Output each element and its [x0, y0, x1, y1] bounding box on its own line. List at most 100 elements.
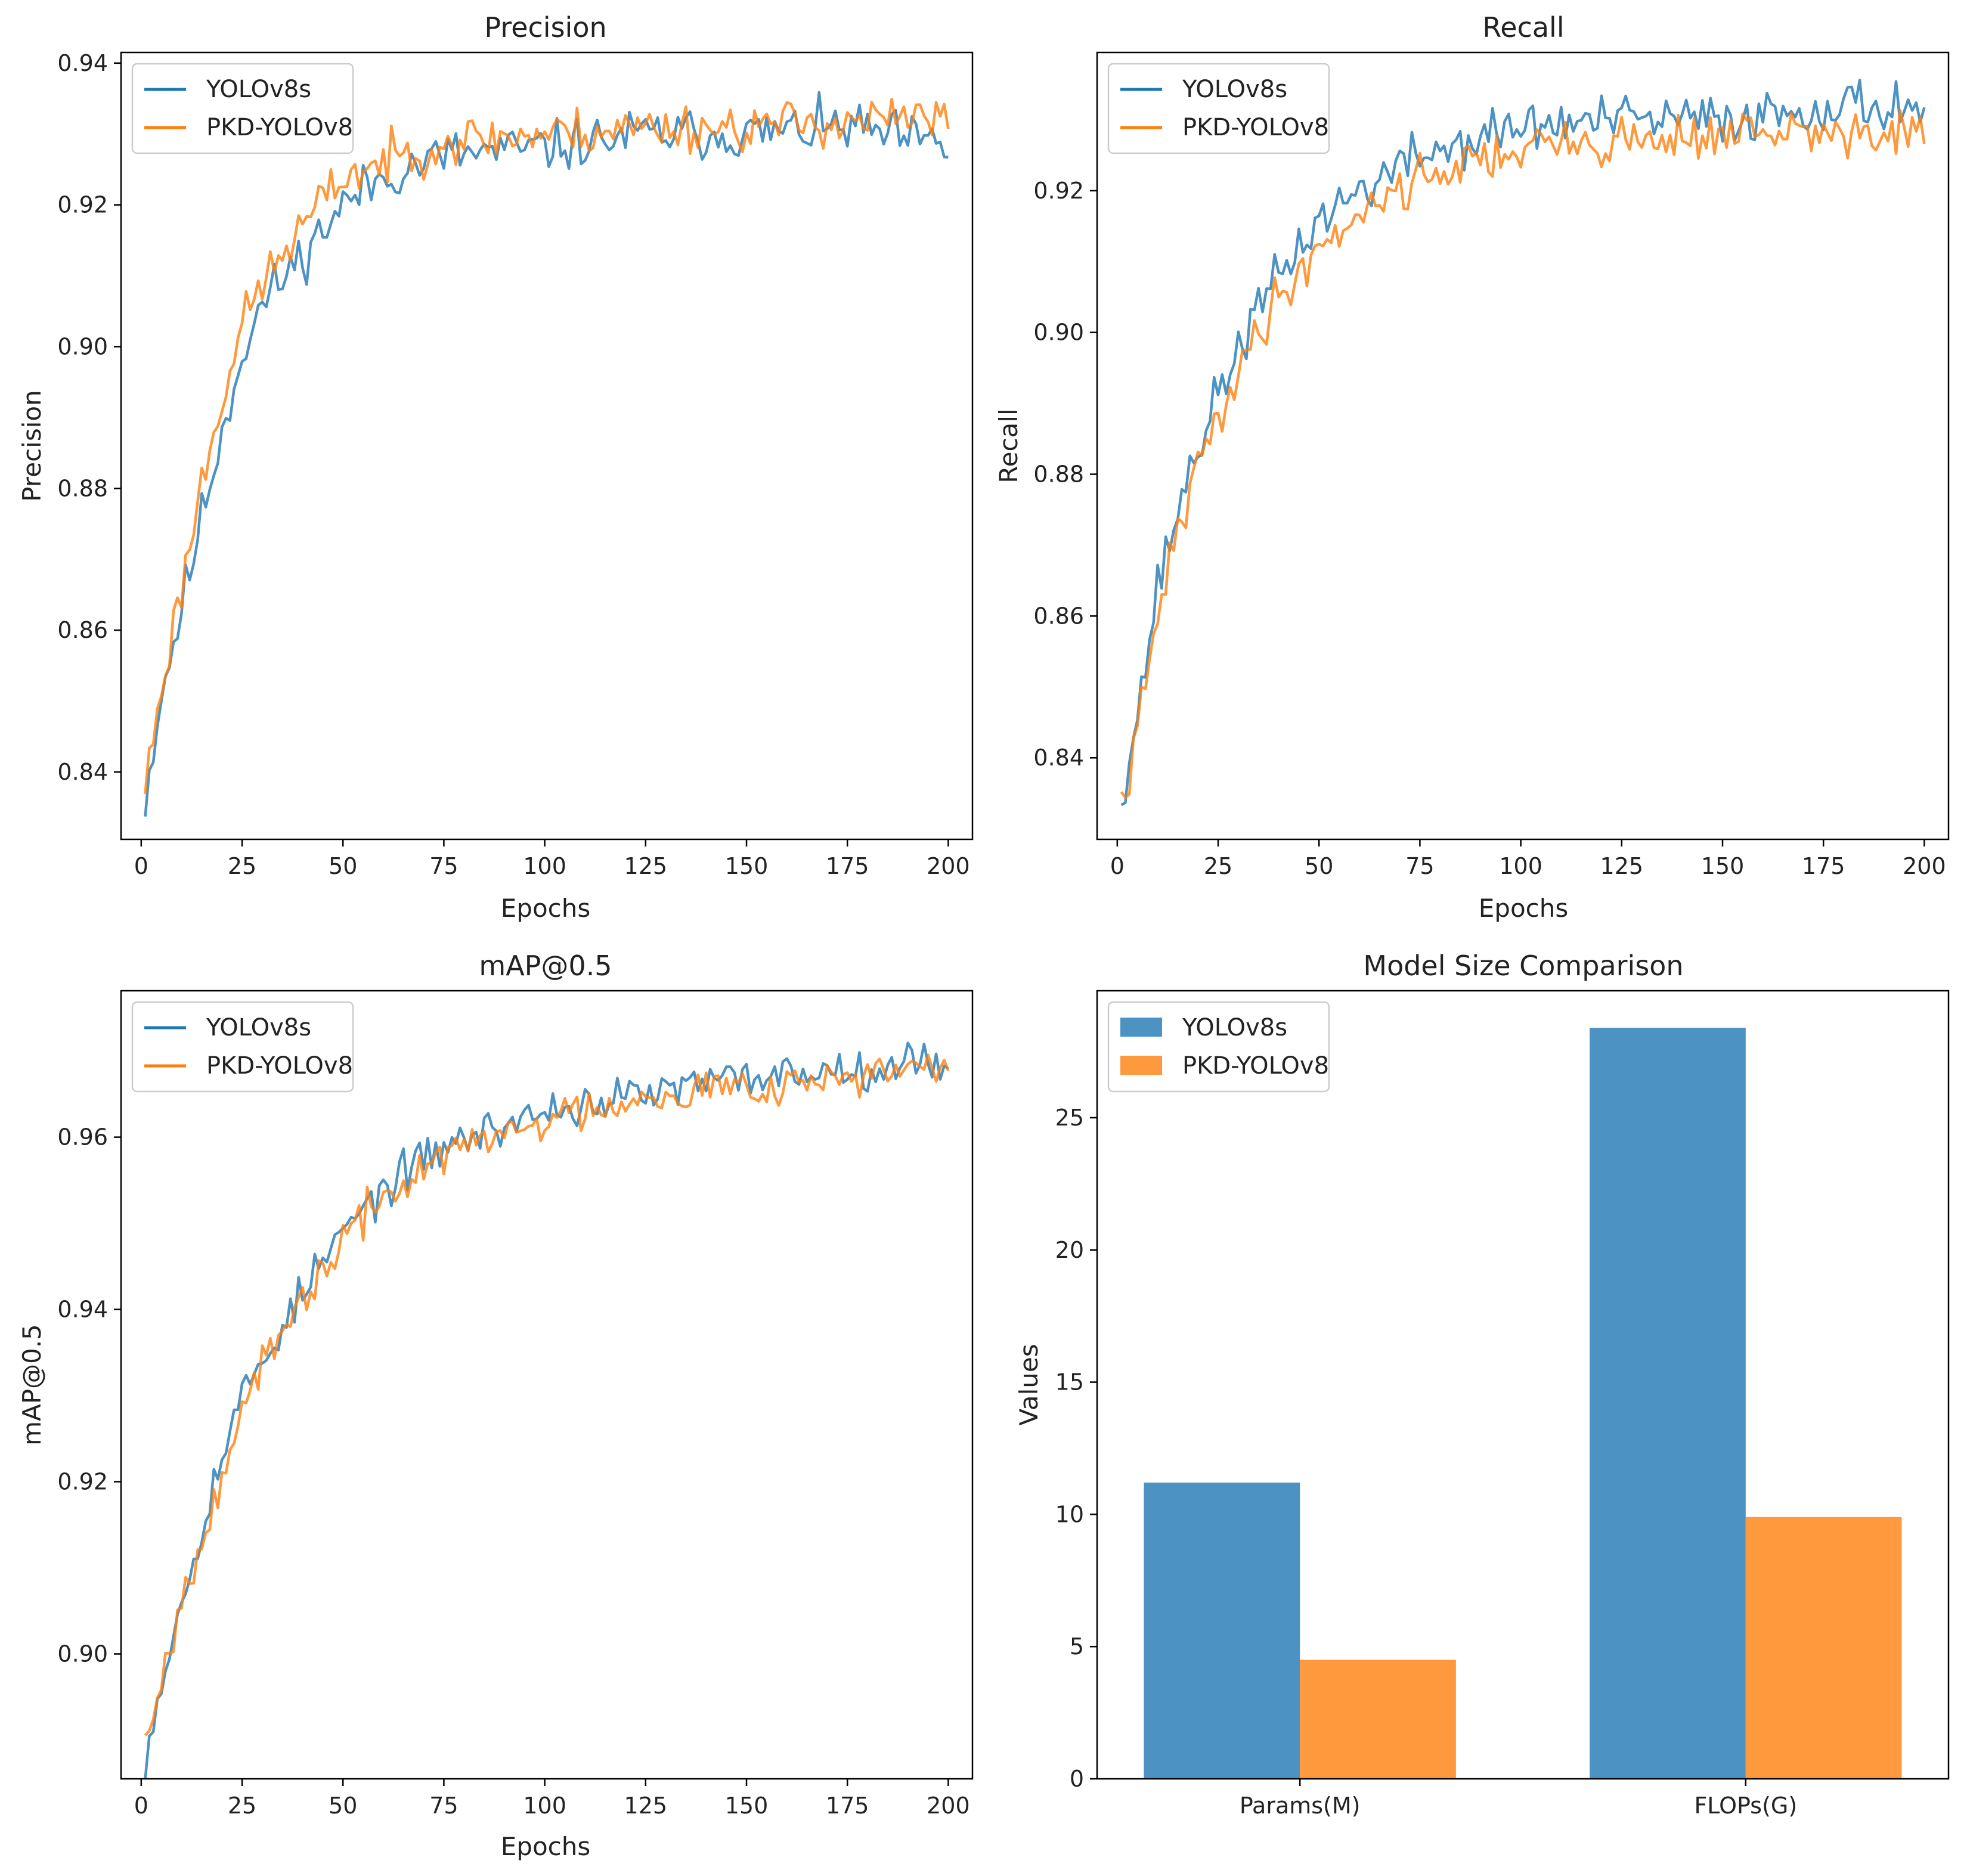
y-axis-label: Recall	[994, 408, 1023, 483]
y-tick-label: 0.84	[57, 759, 108, 785]
x-axis-label: Epochs	[501, 1832, 591, 1861]
x-tick-label: 100	[523, 853, 566, 879]
precision-chart: Precision 0 25 50 75 100 125 150 175 200 0.84 0.86…	[17, 11, 974, 923]
y-tick-label: 0.96	[57, 1124, 108, 1151]
x-tick-label: 150	[725, 853, 769, 879]
x-axis-label: Epochs	[1479, 894, 1569, 923]
y-tick-label: 15	[1055, 1369, 1084, 1396]
x-tick-label: 125	[624, 853, 668, 879]
legend-label-pkd-yolov8: PKD-YOLOv8	[1182, 114, 1329, 141]
x-tick-label: 0	[1110, 853, 1125, 879]
y-tick-label: 0.88	[57, 475, 108, 501]
x-tick-label: 200	[927, 853, 970, 879]
x-tick-label: 200	[927, 1793, 970, 1819]
x-tick-label: 150	[725, 1793, 769, 1819]
bar-pkd-yolov8-flops-g-	[1745, 1517, 1902, 1779]
y-tick-label: 0.94	[57, 50, 108, 76]
y-tick-label: 0.92	[1033, 178, 1084, 204]
series-line-pkd-yolov8	[1120, 108, 1926, 799]
legend-frame	[131, 1001, 354, 1093]
y-tick-label: 0	[1070, 1766, 1084, 1792]
series-line-pkd-yolov8	[144, 1053, 950, 1737]
y-tick-label: 5	[1070, 1633, 1084, 1660]
y-tick-label: 0.88	[1033, 461, 1084, 488]
x-tick-label: 125	[1600, 853, 1644, 879]
y-axis-label: mAP@0.5	[17, 1324, 47, 1446]
x-tick-label: 150	[1701, 853, 1745, 879]
x-tick-label: 25	[228, 1793, 256, 1819]
bar-yolov8s-params-m-	[1144, 1483, 1300, 1779]
y-tick-label: 0.90	[1033, 320, 1084, 346]
plot-area	[144, 91, 950, 817]
legend: YOLOv8s PKD-YOLOv8	[131, 1001, 354, 1093]
y-tick-label: 0.90	[57, 334, 108, 360]
x-tick-label: 50	[1305, 853, 1333, 879]
plot-area	[1144, 1028, 1902, 1779]
legend-label-pkd-yolov8: PKD-YOLOv8	[206, 114, 353, 141]
plot-area	[144, 1041, 950, 1779]
x-tick-label: 200	[1903, 853, 1946, 879]
y-tick-label: 0.92	[57, 1469, 108, 1495]
x-tick-label: 125	[624, 1793, 668, 1819]
chart-title: mAP@0.5	[479, 950, 612, 982]
x-tick-label: 75	[429, 1793, 458, 1819]
legend-label-pkd-yolov8: PKD-YOLOv8	[206, 1052, 353, 1080]
axis-ticks: 0 25 50 75 100 125 150 175 200 0.84 0.86 0.88 0.90 0.…	[57, 50, 969, 879]
y-axis-label: Values	[1014, 1344, 1043, 1425]
x-tick-label: 175	[826, 853, 869, 879]
x-tick-label: FLOPs(G)	[1694, 1793, 1797, 1819]
x-tick-label: 75	[1405, 853, 1434, 879]
legend-label-pkd-yolov8: PKD-YOLOv8	[1182, 1052, 1329, 1080]
series-line-yolov8s	[1120, 79, 1926, 807]
y-tick-label: 20	[1055, 1237, 1084, 1263]
recall-chart: Recall 0 25 50 75 100 125 150 175 200 0.84 0.86 0.8…	[994, 11, 1950, 923]
legend: YOLOv8s PKD-YOLOv8	[131, 63, 354, 154]
x-tick-label: 100	[1499, 853, 1542, 879]
axis-ticks: 0 25 50 75 100 125 150 175 200 0.84 0.86 0.88 0.90 0.…	[1033, 178, 1946, 879]
x-tick-label: 25	[228, 853, 256, 879]
x-tick-label: 0	[134, 1793, 148, 1819]
series-line-pkd-yolov8	[144, 98, 950, 794]
plot-frame	[120, 51, 974, 841]
legend-label-yolov8s: YOLOv8s	[206, 76, 311, 103]
bar-pkd-yolov8-params-m-	[1300, 1660, 1456, 1779]
x-tick-label: 175	[1802, 853, 1845, 879]
x-tick-label: 100	[523, 1793, 566, 1819]
plot-area	[1120, 79, 1926, 807]
legend-frame	[1107, 63, 1330, 154]
x-tick-label: 50	[329, 1793, 357, 1819]
x-tick-label: 0	[134, 853, 148, 879]
y-tick-label: 0.86	[57, 617, 108, 643]
legend-label-yolov8s: YOLOv8s	[1182, 1014, 1287, 1041]
y-tick-label: 0.94	[57, 1297, 108, 1323]
bar-yolov8s-flops-g-	[1590, 1028, 1746, 1779]
model-size-chart: Model Size Comparison Params(M) FLOPs(G) 0…	[1014, 950, 1950, 1819]
chart-title: Recall	[1482, 11, 1564, 44]
legend-swatch-pkd-yolov8	[1120, 1056, 1162, 1075]
legend-label-yolov8s: YOLOv8s	[1182, 76, 1287, 103]
y-tick-label: 0.86	[1033, 603, 1084, 629]
x-tick-label: 50	[329, 853, 357, 879]
x-tick-label: 75	[429, 853, 458, 879]
y-tick-label: 25	[1055, 1105, 1084, 1131]
y-tick-label: 10	[1055, 1501, 1084, 1527]
plot-frame	[1096, 51, 1950, 841]
legend-label-yolov8s: YOLOv8s	[206, 1014, 311, 1041]
legend-frame	[1107, 1001, 1330, 1093]
legend-swatch-yolov8s	[1120, 1018, 1162, 1037]
map50-chart: mAP@0.5 0 25 50 75 100 125 150 175 200 0.90 0.92 0.…	[17, 950, 974, 1861]
x-tick-label: 175	[826, 1793, 869, 1819]
y-tick-label: 0.92	[57, 192, 108, 218]
series-line-yolov8s	[144, 1041, 949, 1779]
legend: YOLOv8s PKD-YOLOv8	[1107, 1001, 1330, 1093]
y-tick-label: 0.90	[57, 1641, 108, 1667]
axis-ticks: 0 25 50 75 100 125 150 175 200 0.90 0.92 0.94 0.96	[57, 1124, 969, 1819]
series-line-yolov8s	[144, 91, 949, 817]
plot-frame	[120, 990, 974, 1780]
legend: YOLOv8s PKD-YOLOv8	[1107, 63, 1330, 154]
legend-frame	[131, 63, 354, 154]
axis-ticks: Params(M) FLOPs(G) 0 5 10 15 20 25	[1055, 1105, 1798, 1819]
chart-title: Model Size Comparison	[1363, 950, 1683, 982]
plot-frame	[1096, 990, 1950, 1780]
